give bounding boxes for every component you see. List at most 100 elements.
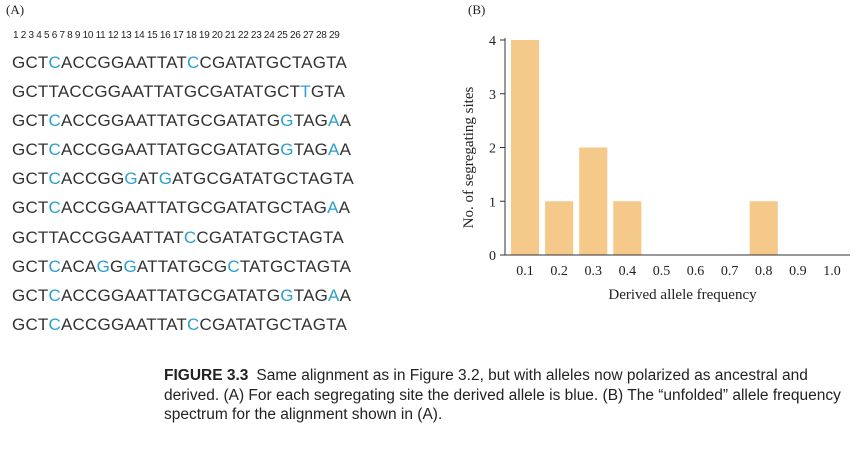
- nucleotide: A: [339, 111, 352, 131]
- nucleotide: A: [57, 227, 70, 247]
- nucleotide: T: [48, 227, 58, 247]
- nucleotide: C: [25, 169, 38, 189]
- nucleotide: A: [57, 82, 70, 102]
- nucleotide: C: [72, 111, 86, 131]
- nucleotide: T: [293, 140, 304, 160]
- nucleotide: T: [232, 227, 242, 247]
- nucleotide: G: [211, 53, 226, 72]
- nucleotide: G: [97, 198, 111, 218]
- nucleotide: A: [166, 53, 177, 72]
- nucleotide: T: [236, 111, 246, 131]
- nucleotide: T: [292, 198, 303, 218]
- nucleotide: T: [37, 285, 49, 305]
- nucleotide: C: [286, 169, 299, 189]
- nucleotide: G: [94, 82, 108, 102]
- nucleotide: C: [85, 285, 98, 305]
- nucleotide: C: [72, 169, 86, 189]
- nucleotide: G: [97, 314, 111, 334]
- nucleotide: A: [166, 140, 177, 160]
- nucleotide: T: [37, 169, 49, 189]
- y-tick-label: 3: [489, 88, 496, 103]
- derived-allele: A: [327, 198, 339, 218]
- nucleotide: T: [235, 53, 246, 72]
- nucleotide: A: [124, 140, 136, 160]
- nucleotide: T: [156, 140, 167, 160]
- chart-bars: [511, 40, 778, 255]
- nucleotide: A: [61, 285, 73, 305]
- caption-text: Same alignment as in Figure 3.2, but wit…: [164, 367, 841, 423]
- nucleotide: A: [226, 285, 237, 305]
- derived-allele: G: [158, 169, 173, 189]
- nucleotide: T: [256, 140, 267, 160]
- nucleotide: A: [335, 314, 348, 334]
- derived-allele: A: [328, 140, 340, 160]
- nucleotide: C: [72, 140, 86, 160]
- nucleotide: G: [314, 140, 329, 160]
- y-tick-label: 2: [489, 142, 496, 157]
- nucleotide: C: [25, 227, 38, 247]
- nucleotide: C: [196, 227, 209, 247]
- derived-allele: C: [48, 256, 61, 276]
- nucleotide: G: [110, 169, 125, 189]
- nucleotide: G: [12, 140, 26, 160]
- nucleotide: G: [97, 285, 111, 305]
- nucleotide: G: [212, 140, 227, 160]
- x-tick-label: 0.2: [550, 264, 568, 279]
- nucleotide: G: [12, 256, 26, 276]
- nucleotide: T: [233, 82, 243, 102]
- y-tick-label: 4: [489, 34, 496, 49]
- nucleotide: A: [166, 111, 177, 131]
- derived-allele: G: [280, 140, 294, 160]
- derived-allele: C: [48, 285, 61, 305]
- nucleotide: A: [226, 198, 237, 218]
- x-tick-label: 0.9: [789, 264, 807, 279]
- nucleotide: G: [272, 169, 287, 189]
- derived-allele: C: [187, 314, 200, 334]
- nucleotide: G: [97, 140, 111, 160]
- nucleotide: G: [12, 82, 26, 102]
- nucleotide: T: [156, 198, 167, 218]
- nucleotide: G: [110, 140, 125, 160]
- nucleotide: G: [266, 285, 281, 305]
- y-axis-label: No. of segregating sites: [461, 87, 477, 229]
- nucleotide: T: [176, 53, 188, 72]
- nucleotide: G: [265, 314, 280, 334]
- nucleotide: A: [245, 314, 256, 334]
- nucleotide: A: [245, 198, 257, 218]
- nucleotide: A: [61, 140, 73, 160]
- derived-allele: A: [328, 285, 340, 305]
- nucleotide: A: [167, 256, 178, 276]
- nucleotide: A: [223, 82, 234, 102]
- nucleotide: C: [69, 82, 82, 102]
- nucleotide: A: [162, 227, 174, 247]
- nucleotide: T: [173, 82, 184, 102]
- nucleotide: C: [200, 111, 213, 131]
- nucleotide: G: [97, 53, 111, 72]
- bar: [613, 201, 642, 255]
- sequence-row: GCTCACCGGGATGATGCGATATGCTAGTA: [12, 164, 354, 193]
- nucleotide: C: [85, 140, 98, 160]
- nucleotide: G: [107, 82, 122, 102]
- derived-allele: C: [48, 198, 61, 218]
- y-ticks: 0 1 2 3 4: [489, 34, 505, 264]
- nucleotide: A: [225, 314, 236, 334]
- nucleotide: G: [312, 53, 327, 72]
- nucleotide: A: [302, 198, 314, 218]
- nucleotide: T: [256, 111, 267, 131]
- nucleotide: A: [303, 285, 315, 305]
- nucleotide: A: [166, 285, 177, 305]
- x-tick-label: 0.7: [721, 264, 739, 279]
- nucleotide: A: [172, 169, 183, 189]
- nucleotide: T: [259, 256, 271, 276]
- nucleotide: A: [124, 53, 136, 72]
- nucleotide: G: [309, 227, 323, 247]
- nucleotide: A: [251, 169, 263, 189]
- nucleotide: A: [245, 285, 257, 305]
- nucleotide: T: [146, 111, 157, 131]
- allele-frequency-chart: 0 1 2 3 4 0.1 0.2 0.3 0.4 0.5 0.6 0.7 0.8 0.9 1.0 Der…: [461, 34, 850, 303]
- nucleotide: A: [135, 53, 147, 72]
- nucleotide: G: [213, 256, 228, 276]
- nucleotide: T: [322, 227, 333, 247]
- nucleotide: C: [25, 53, 38, 72]
- nucleotide: A: [335, 53, 348, 72]
